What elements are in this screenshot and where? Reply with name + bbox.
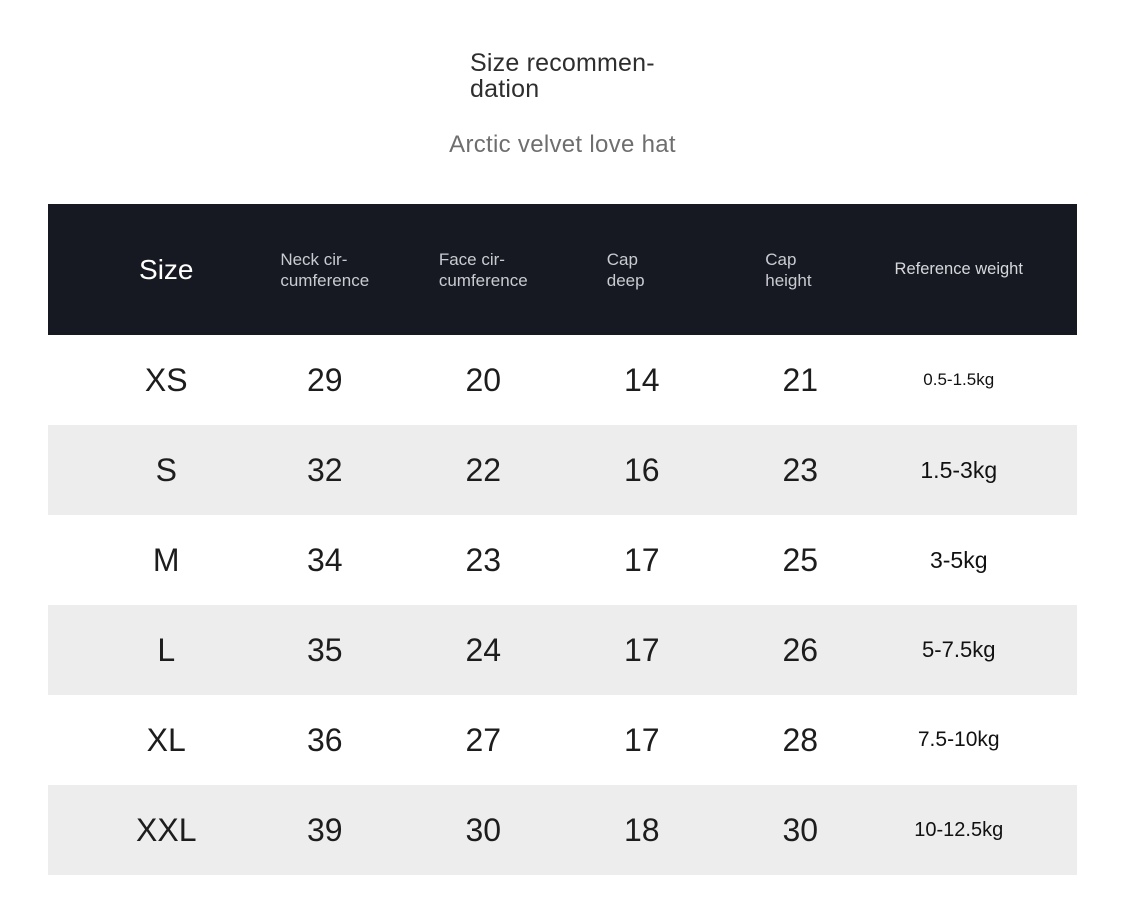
cell-cap-deep: 17	[623, 631, 660, 668]
cell-size: M	[152, 541, 180, 578]
cell-cap-deep: 17	[623, 541, 660, 578]
cell-cap-height: 21	[782, 361, 819, 398]
cell-weight: 7.5-10kg	[917, 728, 1000, 751]
size-table: Size Neck cir- cumference Face cir- cumf…	[48, 204, 1077, 875]
cell-neck: 35	[306, 631, 343, 668]
header-cell-cap-height-label: Cap height	[765, 249, 812, 290]
cell-cap-height: 25	[782, 541, 819, 578]
cell-size: XXL	[136, 811, 197, 848]
cell-neck: 29	[306, 361, 343, 398]
header-cell-cap-deep: Cap deep	[563, 249, 722, 291]
header-cell-cap-deep-label: Cap deep	[606, 249, 645, 290]
table-row-s: S 32 22 16 23 1.5-3kg	[48, 425, 1077, 515]
table-row-xs: XS 29 20 14 21 0.5-1.5kg	[48, 335, 1077, 425]
header-cell-neck-circumference: Neck cir- cumference	[246, 249, 405, 291]
cell-cap-deep: 17	[623, 721, 660, 758]
cell-weight: 0.5-1.5kg	[923, 370, 995, 389]
cell-neck: 36	[306, 721, 343, 758]
table-row-m: M 34 23 17 25 3-5kg	[48, 515, 1077, 605]
cell-weight: 5-7.5kg	[922, 637, 996, 662]
header-cell-face-label: Face cir- cumference	[438, 249, 528, 290]
cell-face: 24	[465, 631, 502, 668]
header-cell-neck-label: Neck cir- cumference	[280, 249, 370, 290]
cell-neck: 32	[306, 451, 343, 488]
product-name: Arctic velvet love hat	[449, 131, 676, 158]
cell-face: 30	[465, 811, 502, 848]
cell-size: XL	[146, 721, 186, 758]
cell-weight: 10-12.5kg	[914, 818, 1004, 841]
cell-face: 23	[465, 541, 502, 578]
cell-size: S	[155, 451, 177, 488]
cell-cap-height: 28	[782, 721, 819, 758]
header-cell-cap-height: Cap height	[721, 249, 880, 291]
size-table-body: XS 29 20 14 21 0.5-1.5kg S 32 22 16 23 1…	[48, 335, 1077, 875]
cell-weight: 1.5-3kg	[920, 456, 998, 483]
cell-face: 22	[465, 451, 502, 488]
cell-cap-height: 26	[782, 631, 819, 668]
header-cell-size: Size	[139, 254, 194, 285]
cell-face: 27	[465, 721, 502, 758]
cell-neck: 39	[306, 811, 343, 848]
cell-cap-deep: 18	[623, 811, 660, 848]
cell-cap-deep: 14	[623, 361, 660, 398]
cell-size: L	[157, 631, 176, 668]
cell-weight: 3-5kg	[929, 546, 988, 573]
cell-cap-height: 30	[782, 811, 819, 848]
table-row-xxl: XXL 39 30 18 30 10-12.5kg	[48, 785, 1077, 875]
header-cell-reference-weight: Reference weight	[894, 260, 1023, 278]
cell-size: XS	[144, 361, 188, 398]
table-row-xl: XL 36 27 17 28 7.5-10kg	[48, 695, 1077, 785]
cell-cap-height: 23	[782, 451, 819, 488]
page-title: Size recommen- dation	[470, 49, 655, 103]
cell-face: 20	[465, 361, 502, 398]
size-table-header: Size Neck cir- cumference Face cir- cumf…	[48, 204, 1077, 335]
cell-cap-deep: 16	[623, 451, 660, 488]
header-cell-face-circumference: Face cir- cumference	[404, 249, 563, 291]
cell-neck: 34	[306, 541, 343, 578]
table-row-l: L 35 24 17 26 5-7.5kg	[48, 605, 1077, 695]
